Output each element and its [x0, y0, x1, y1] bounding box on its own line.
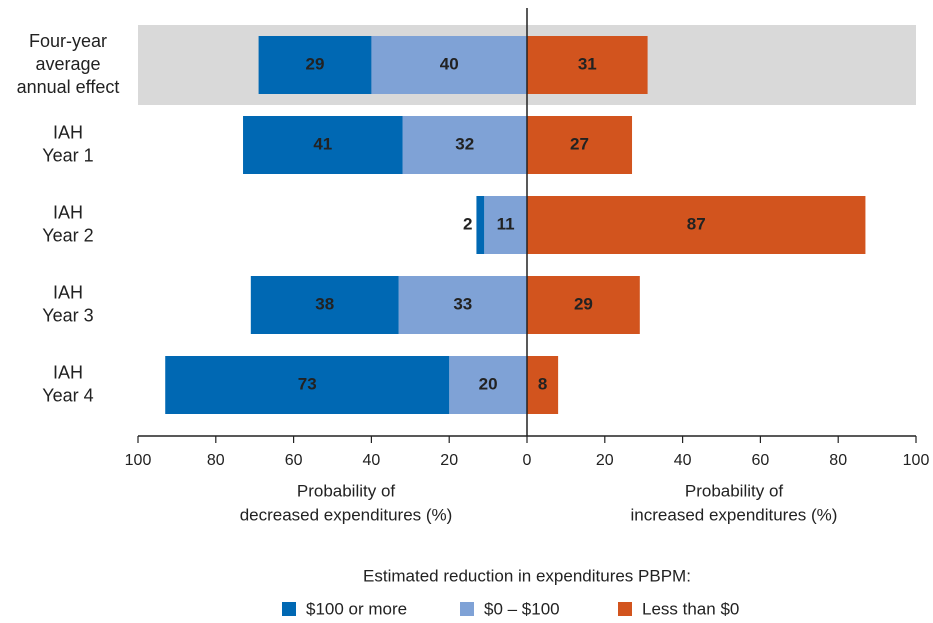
- value-label: 11: [497, 214, 515, 233]
- x-tick-label: 80: [829, 452, 847, 469]
- bar-segment: [527, 116, 633, 174]
- value-label: 40: [440, 54, 459, 73]
- x-tick-label: 100: [125, 452, 152, 469]
- legend-label: Less than $0: [642, 599, 739, 618]
- x-tick-label: 0: [523, 452, 532, 469]
- bar-segment: [371, 36, 527, 94]
- legend-swatch: [460, 602, 474, 616]
- category-label: Year 2: [42, 225, 93, 245]
- bar-segment: [527, 276, 640, 334]
- category-label: IAH: [53, 122, 83, 142]
- x-tick-label: 60: [752, 452, 770, 469]
- value-label: 33: [453, 294, 472, 313]
- bar-segment: [449, 356, 527, 414]
- axis-title: increased expenditures (%): [631, 505, 838, 524]
- bar-segment: [258, 36, 372, 94]
- value-label: 29: [574, 294, 593, 313]
- category-label: Year 4: [42, 385, 93, 405]
- x-tick-label: 40: [674, 452, 692, 469]
- bar-segment: [165, 356, 450, 414]
- value-label: 20: [479, 374, 498, 393]
- category-label: IAH: [53, 282, 83, 302]
- bar-segment: [484, 196, 527, 254]
- value-label: 31: [578, 54, 597, 73]
- axis-title: Probability of: [685, 481, 784, 500]
- x-tick-label: 60: [285, 452, 303, 469]
- x-tick-label: 100: [903, 452, 930, 469]
- x-tick-label: 20: [596, 452, 614, 469]
- axis-title: decreased expenditures (%): [240, 505, 453, 524]
- value-label: 32: [455, 134, 474, 153]
- x-tick-label: 40: [363, 452, 381, 469]
- legend-label: $0 – $100: [484, 599, 560, 618]
- bar-segment: [398, 276, 527, 334]
- category-label: annual effect: [17, 77, 120, 97]
- bar-segment: [250, 276, 399, 334]
- value-label: 2: [463, 214, 472, 233]
- legend-label: $100 or more: [306, 599, 407, 618]
- value-label: 8: [538, 374, 547, 393]
- value-label: 27: [570, 134, 589, 153]
- value-label: 29: [306, 54, 325, 73]
- bar-segment: [527, 356, 559, 414]
- bar-segment: [527, 36, 648, 94]
- category-label: average: [35, 54, 100, 74]
- category-label: IAH: [53, 202, 83, 222]
- legend-swatch: [282, 602, 296, 616]
- category-label: Year 3: [42, 305, 93, 325]
- value-label: 38: [315, 294, 334, 313]
- value-label: 73: [298, 374, 317, 393]
- bar-segment: [527, 196, 866, 254]
- legend-title: Estimated reduction in expenditures PBPM…: [363, 566, 691, 585]
- category-label: IAH: [53, 362, 83, 382]
- value-label: 41: [313, 134, 332, 153]
- axis-title: Probability of: [297, 481, 396, 500]
- legend-swatch: [618, 602, 632, 616]
- category-label: Four-year: [29, 31, 107, 51]
- category-label: Year 1: [42, 145, 93, 165]
- x-tick-label: 80: [207, 452, 225, 469]
- bar-segment: [402, 116, 527, 174]
- x-tick-label: 20: [440, 452, 458, 469]
- bar-segment: [476, 196, 485, 254]
- value-label: 87: [687, 214, 706, 233]
- bar-segment: [243, 116, 403, 174]
